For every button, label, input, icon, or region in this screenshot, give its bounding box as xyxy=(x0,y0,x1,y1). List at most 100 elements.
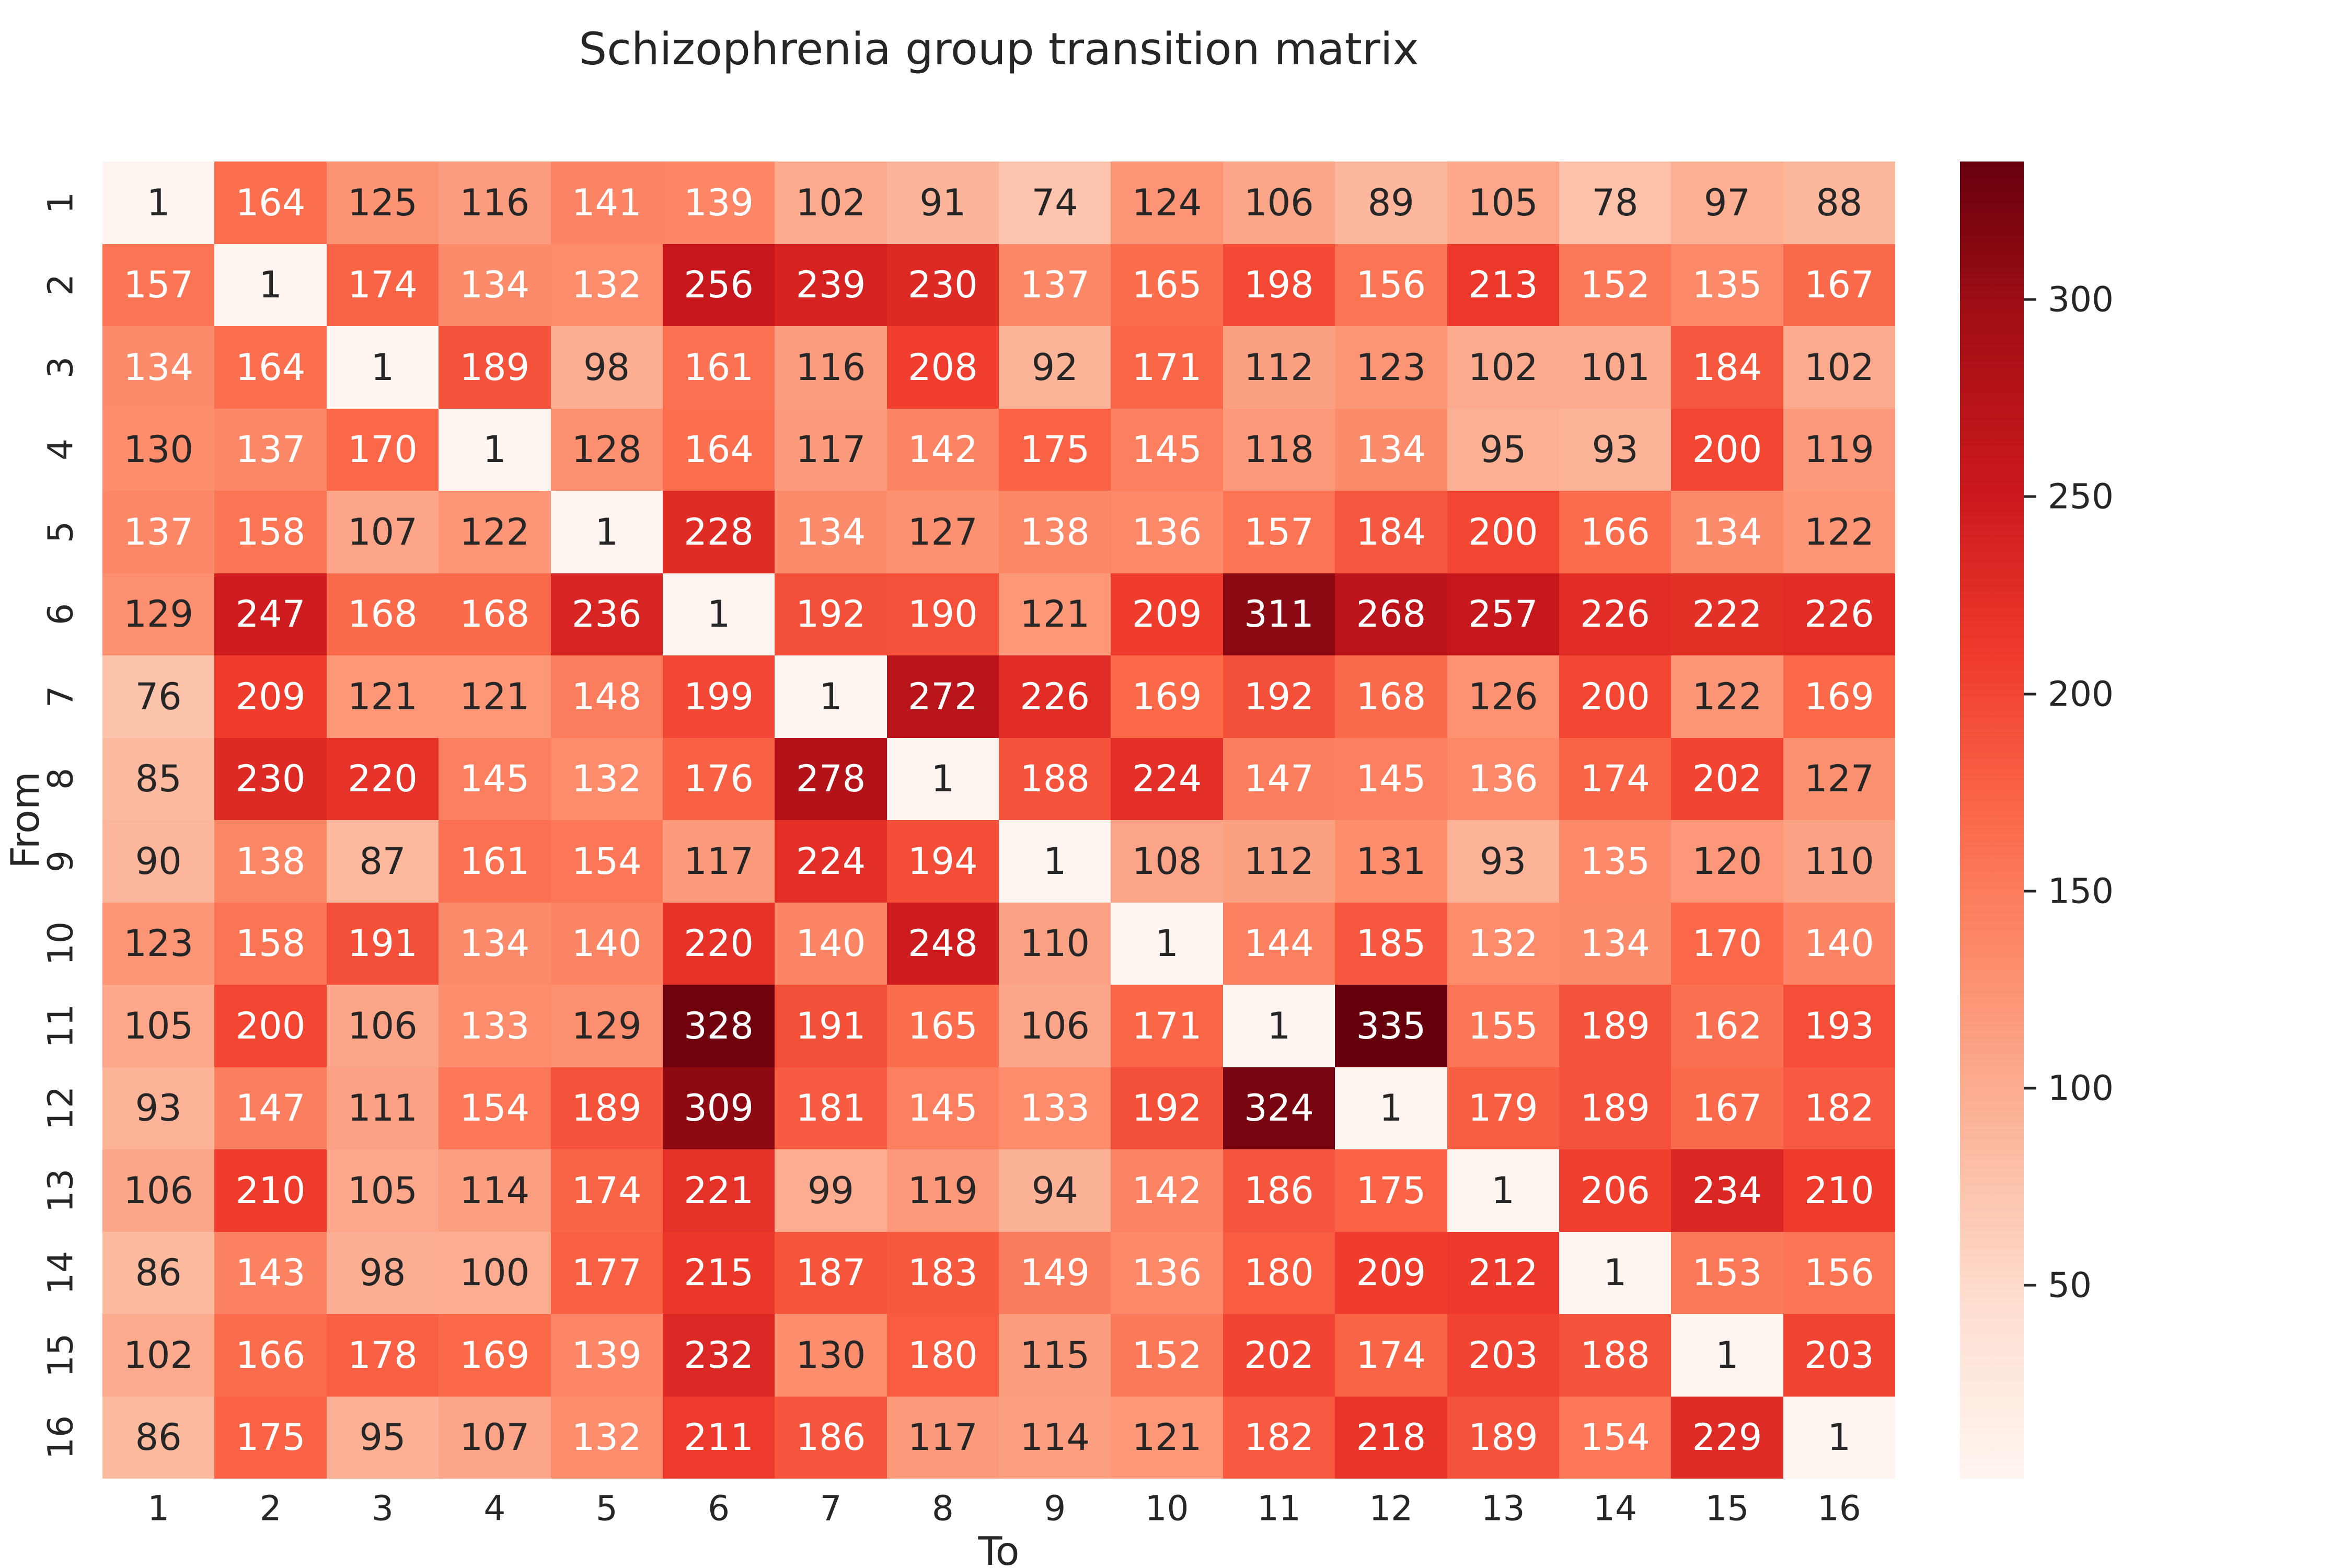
heatmap-cell: 130 xyxy=(102,408,215,491)
heatmap-cell: 111 xyxy=(326,1067,439,1149)
heatmap-cell: 1 xyxy=(1559,1231,1671,1314)
heatmap-cell: 272 xyxy=(886,655,999,738)
heatmap-cell: 145 xyxy=(1111,408,1223,491)
y-tick-label: 13 xyxy=(40,1168,81,1213)
heatmap-cell: 167 xyxy=(1783,244,1895,326)
heatmap-cell: 220 xyxy=(326,737,439,820)
heatmap-cell: 88 xyxy=(1783,162,1895,244)
heatmap-cell: 1 xyxy=(102,162,215,244)
heatmap-cell: 166 xyxy=(214,1314,327,1397)
heatmap-cell: 189 xyxy=(1447,1396,1559,1479)
heatmap-cell: 228 xyxy=(662,491,775,573)
heatmap-cell: 236 xyxy=(550,573,663,655)
heatmap-cell: 164 xyxy=(662,408,775,491)
heatmap-cell: 145 xyxy=(886,1067,999,1149)
heatmap-cell: 268 xyxy=(1335,573,1447,655)
heatmap-cell: 143 xyxy=(214,1231,327,1314)
heatmap-cell: 232 xyxy=(662,1314,775,1397)
heatmap-cell: 121 xyxy=(439,655,551,738)
x-tick-label: 10 xyxy=(1145,1488,1189,1529)
heatmap-cell: 210 xyxy=(214,1149,327,1232)
heatmap-cell: 203 xyxy=(1783,1314,1895,1397)
heatmap-cell: 114 xyxy=(439,1149,551,1232)
heatmap-cell: 102 xyxy=(775,162,887,244)
heatmap-cell: 121 xyxy=(999,573,1111,655)
heatmap-cell: 199 xyxy=(662,655,775,738)
x-tick-label: 2 xyxy=(259,1488,282,1529)
heatmap-cell: 221 xyxy=(662,1149,775,1232)
heatmap-cell: 119 xyxy=(886,1149,999,1232)
x-tick-label: 13 xyxy=(1481,1488,1525,1529)
heatmap-cell: 132 xyxy=(550,244,663,326)
heatmap-cell: 169 xyxy=(439,1314,551,1397)
heatmap-cell: 229 xyxy=(1671,1396,1783,1479)
heatmap-cell: 170 xyxy=(1671,902,1783,985)
x-tick-label: 9 xyxy=(1044,1488,1066,1529)
heatmap-cell: 248 xyxy=(886,902,999,985)
x-axis-label: To xyxy=(978,1528,1020,1568)
heatmap-cell: 165 xyxy=(1111,244,1223,326)
heatmap-cell: 148 xyxy=(550,655,663,738)
heatmap-cell: 138 xyxy=(214,820,327,903)
heatmap-cell: 117 xyxy=(662,820,775,903)
heatmap-cell: 189 xyxy=(550,1067,663,1149)
heatmap-cell: 213 xyxy=(1447,244,1559,326)
heatmap-cell: 98 xyxy=(550,326,663,409)
heatmap-cell: 106 xyxy=(1223,162,1335,244)
heatmap-cell: 218 xyxy=(1335,1396,1447,1479)
heatmap-cell: 1 xyxy=(1671,1314,1783,1397)
y-tick-label: 14 xyxy=(40,1251,81,1295)
heatmap-cell: 187 xyxy=(775,1231,887,1314)
heatmap-cell: 152 xyxy=(1111,1314,1223,1397)
heatmap-cell: 123 xyxy=(1335,326,1447,409)
heatmap-cell: 99 xyxy=(775,1149,887,1232)
heatmap-cell: 116 xyxy=(775,326,887,409)
heatmap-cell: 182 xyxy=(1223,1396,1335,1479)
heatmap-cell: 168 xyxy=(1335,655,1447,738)
heatmap-cell: 191 xyxy=(326,902,439,985)
heatmap-cell: 1 xyxy=(775,655,887,738)
heatmap-cell: 140 xyxy=(1783,902,1895,985)
heatmap-cell: 93 xyxy=(102,1067,215,1149)
heatmap-cell: 122 xyxy=(1783,491,1895,573)
heatmap-cell: 202 xyxy=(1671,737,1783,820)
heatmap-cell: 224 xyxy=(775,820,887,903)
y-tick-label: 1 xyxy=(40,191,81,214)
heatmap-cell: 203 xyxy=(1447,1314,1559,1397)
x-tick-label: 6 xyxy=(708,1488,730,1529)
heatmap-cell: 140 xyxy=(550,902,663,985)
x-tick-label: 12 xyxy=(1369,1488,1413,1529)
heatmap-cell: 140 xyxy=(775,902,887,985)
heatmap-cell: 164 xyxy=(214,326,327,409)
heatmap-cell: 110 xyxy=(999,902,1111,985)
heatmap-cell: 108 xyxy=(1111,820,1223,903)
colorbar-tick-label: 100 xyxy=(2048,1068,2114,1109)
x-tick-label: 5 xyxy=(595,1488,618,1529)
heatmap-cell: 178 xyxy=(326,1314,439,1397)
heatmap-cell: 145 xyxy=(439,737,551,820)
heatmap-cell: 134 xyxy=(439,244,551,326)
heatmap-cell: 179 xyxy=(1447,1067,1559,1149)
heatmap-cell: 138 xyxy=(999,491,1111,573)
heatmap-cell: 181 xyxy=(775,1067,887,1149)
heatmap-cell: 309 xyxy=(662,1067,775,1149)
heatmap-cell: 124 xyxy=(1111,162,1223,244)
heatmap-cell: 147 xyxy=(1223,737,1335,820)
heatmap-cell: 174 xyxy=(1335,1314,1447,1397)
heatmap-cell: 155 xyxy=(1447,985,1559,1067)
heatmap-cell: 101 xyxy=(1559,326,1671,409)
heatmap-cell: 121 xyxy=(1111,1396,1223,1479)
heatmap-cell: 85 xyxy=(102,737,215,820)
heatmap-cell: 189 xyxy=(439,326,551,409)
colorbar-tick-mark xyxy=(2024,298,2036,301)
heatmap-grid: 1 164 125 116 141 139 102 91 74 124 106 89 105 78 97 88… xyxy=(102,162,1895,1479)
heatmap-cell: 215 xyxy=(662,1231,775,1314)
heatmap-cell: 105 xyxy=(1447,162,1559,244)
heatmap-cell: 184 xyxy=(1335,491,1447,573)
heatmap-cell: 130 xyxy=(775,1314,887,1397)
heatmap-cell: 1 xyxy=(1223,985,1335,1067)
heatmap-cell: 157 xyxy=(1223,491,1335,573)
heatmap-cell: 192 xyxy=(1223,655,1335,738)
heatmap-cell: 125 xyxy=(326,162,439,244)
